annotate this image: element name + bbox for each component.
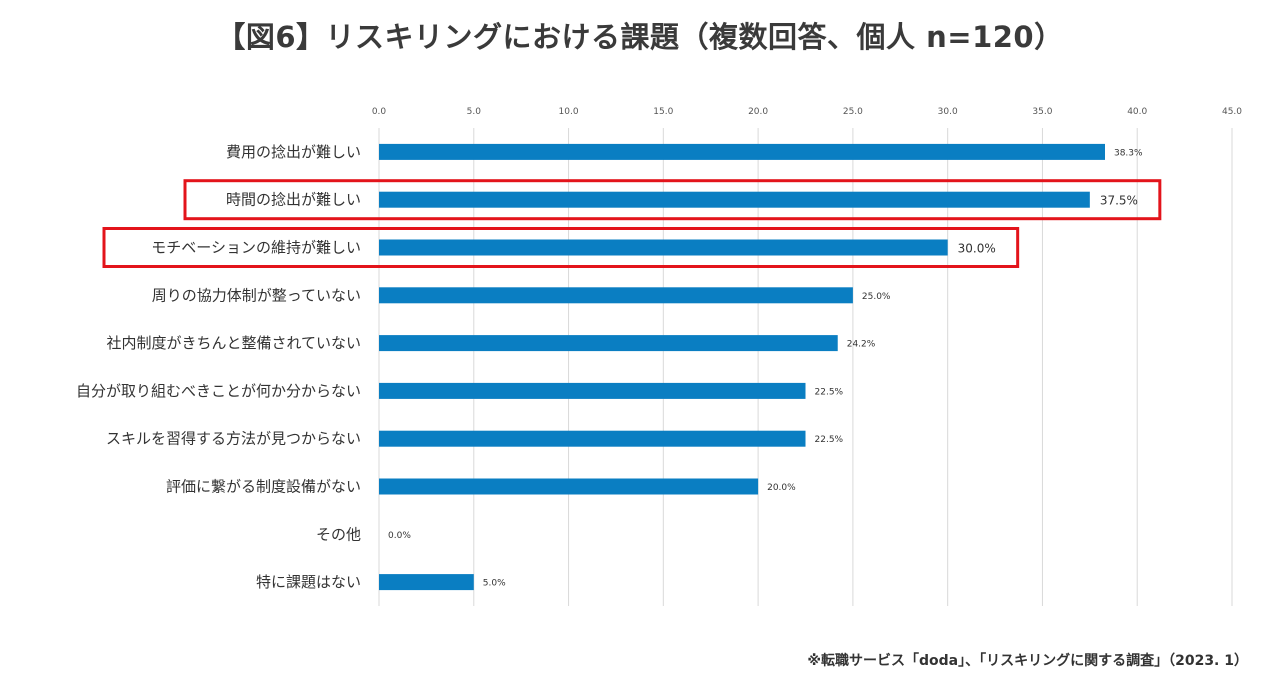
x-tick-label: 45.0 [1222,107,1242,117]
x-tick-label: 35.0 [1032,107,1052,117]
chart-title: 【図6】リスキリングにおける課題（複数回答、個人 n=120） [216,20,1064,54]
bar [379,478,759,495]
x-tick-label: 0.0 [372,107,387,117]
x-tick-label: 5.0 [467,107,482,117]
highlight-boxes [102,179,1162,268]
x-tick-label: 20.0 [748,107,768,117]
bar [379,430,806,447]
highlight-box [102,227,1020,268]
category-label: 自分が取り組むべきことが何か分からない [76,382,361,400]
data-label: 22.5% [815,435,844,445]
bar [379,335,838,352]
category-label: 周りの協力体制が整っていない [152,286,361,304]
bar [379,143,1105,160]
data-labels: 38.3% 37.5% 30.0% 25.0% 24.2% 22.5% 22.5% 20.0%… [388,148,1143,588]
category-label: 特に課題はない [256,573,361,591]
category-label: モチベーションの維持が難しい [151,239,361,257]
bar [379,191,1090,208]
bar [379,574,474,591]
category-label: 時間の捻出が難しい [226,191,361,209]
bar [379,382,806,399]
x-tick-label: 15.0 [653,107,673,117]
data-label: 37.5% [1100,194,1138,208]
data-label: 0.0% [388,531,411,541]
data-label: 20.0% [767,483,796,493]
data-label: 38.3% [1114,148,1143,158]
x-axis-ticks: 0.0 5.0 10.0 15.0 20.0 25.0 30.0 35.0 40.0 45.0 [372,107,1242,117]
source-note: ※転職サービス「doda」、「リスキリングに関する調査」（2023. 1） [807,653,1248,669]
data-label: 25.0% [862,292,891,302]
data-label: 30.0% [958,242,996,256]
category-labels: 費用の捻出が難しい時間の捻出が難しいモチベーションの維持が難しい周りの協力体制が… [76,143,361,591]
bar [379,287,853,304]
x-tick-label: 25.0 [843,107,863,117]
category-label: 社内制度がきちんと整備されていない [106,334,361,352]
x-tick-label: 30.0 [938,107,958,117]
highlight-box [183,179,1162,221]
data-label: 24.2% [847,340,876,350]
bar [379,239,948,256]
data-label: 5.0% [483,579,506,589]
bars [379,143,1105,591]
category-label: その他 [316,525,361,543]
category-label: 費用の捻出が難しい [226,143,361,161]
data-label: 22.5% [815,387,844,397]
category-label: スキルを習得する方法が見つからない [106,430,361,448]
category-label: 評価に繋がる制度設備がない [166,478,361,496]
x-tick-label: 10.0 [559,107,579,117]
x-tick-label: 40.0 [1127,107,1147,117]
